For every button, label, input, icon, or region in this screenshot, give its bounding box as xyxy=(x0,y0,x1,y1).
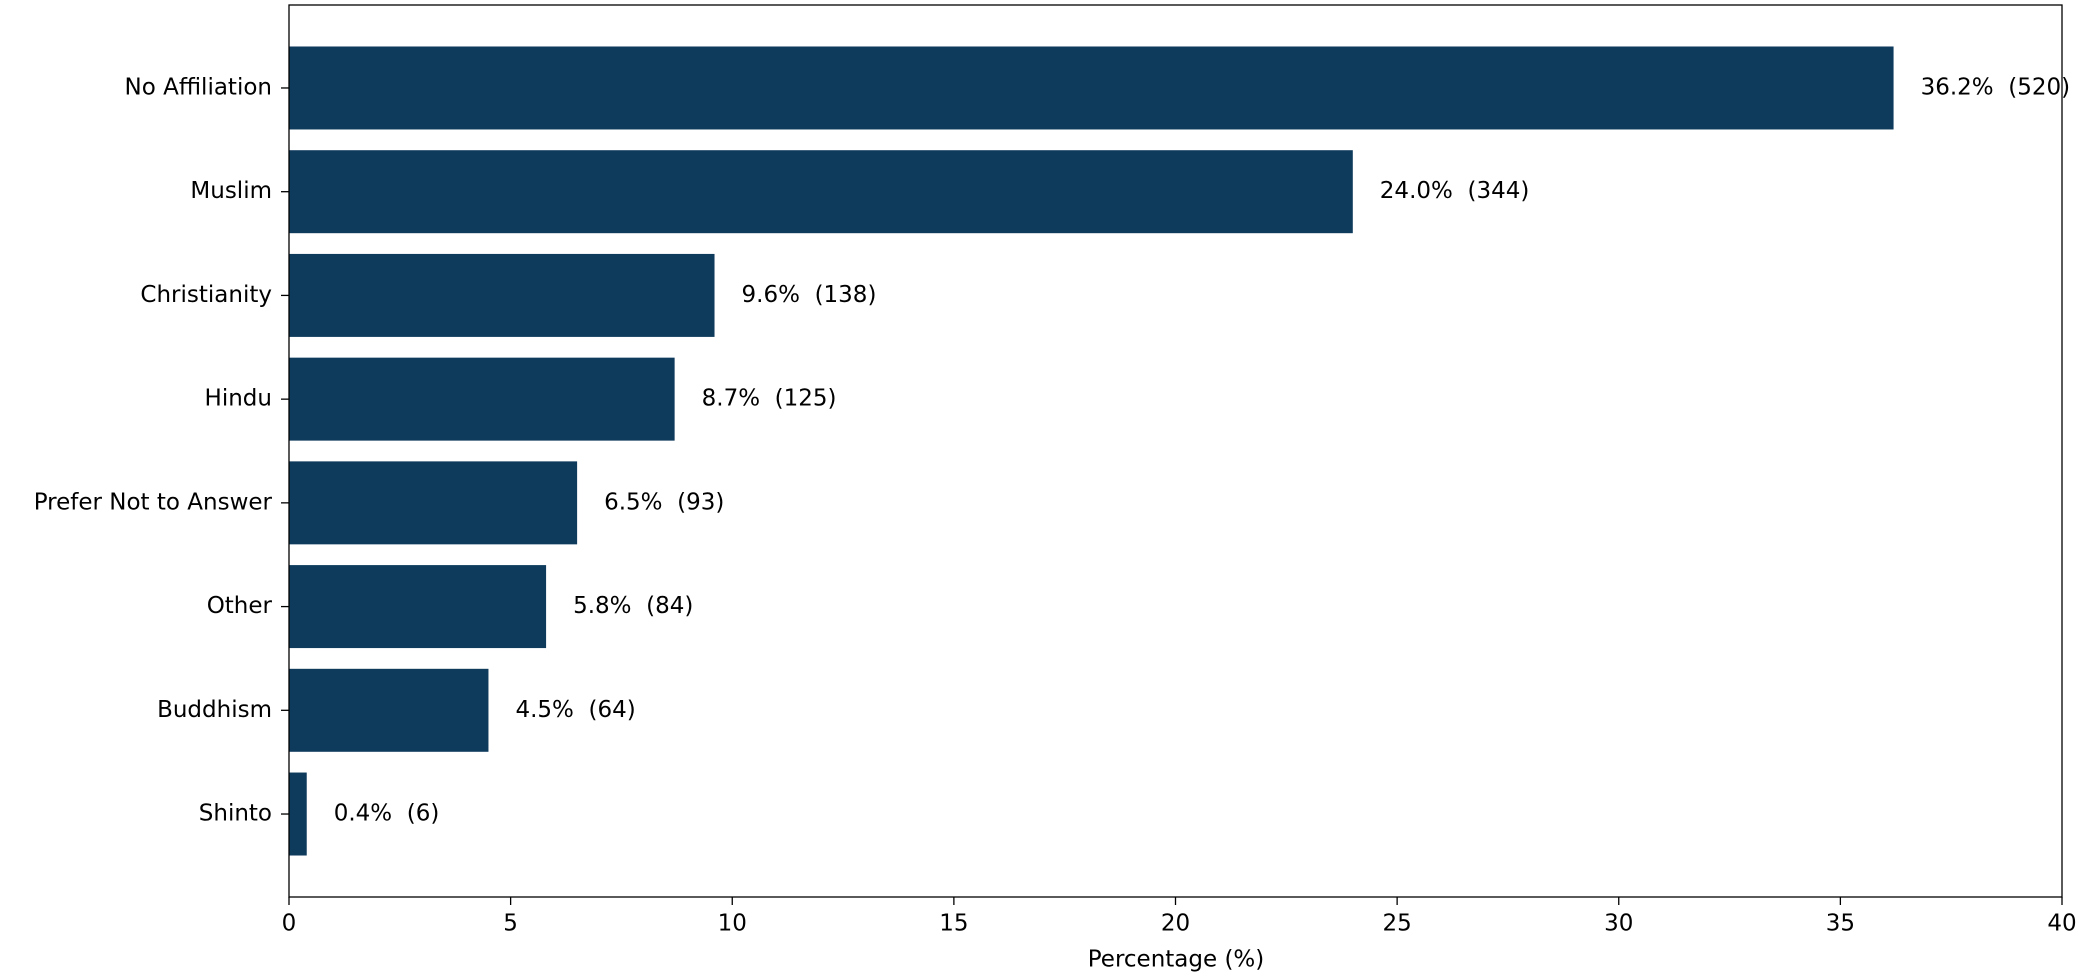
x-tick-label: 40 xyxy=(2047,911,2076,937)
x-tick-label: 0 xyxy=(282,911,297,937)
value-label: 8.7% (125) xyxy=(702,386,837,412)
x-tick-label: 35 xyxy=(1826,911,1855,937)
value-label: 0.4% (6) xyxy=(334,801,440,827)
bar xyxy=(289,461,578,545)
x-axis-label: Percentage (%) xyxy=(1088,947,1265,973)
y-tick-label: Christianity xyxy=(140,282,272,308)
plot-frame xyxy=(288,4,2063,898)
x-tick-label: 15 xyxy=(939,911,968,937)
x-tick-label: 25 xyxy=(1382,911,1411,937)
bar xyxy=(289,772,307,856)
bar xyxy=(289,46,1894,130)
y-tick-label: No Affiliation xyxy=(125,74,273,100)
y-tick-label: Shinto xyxy=(199,801,272,827)
y-tick-label: Prefer Not to Answer xyxy=(34,489,273,515)
y-tick-label: Other xyxy=(207,593,273,619)
value-label: 5.8% (84) xyxy=(573,593,693,619)
x-tick-label: 10 xyxy=(718,911,747,937)
value-label: 24.0% (344) xyxy=(1380,178,1530,204)
bar xyxy=(289,668,489,752)
bar xyxy=(289,253,715,337)
value-label: 6.5% (93) xyxy=(604,489,724,515)
x-tick-label: 20 xyxy=(1161,911,1190,937)
y-tick-label: Hindu xyxy=(205,386,272,412)
x-tick-label: 30 xyxy=(1604,911,1633,937)
y-tick-label: Muslim xyxy=(190,178,272,204)
y-tick-label: Buddhism xyxy=(157,697,272,723)
value-label: 36.2% (520) xyxy=(1921,74,2071,100)
bar xyxy=(289,150,1353,234)
x-tick-label: 5 xyxy=(503,911,518,937)
bar xyxy=(289,565,547,649)
value-label: 4.5% (64) xyxy=(515,697,635,723)
value-label: 9.6% (138) xyxy=(742,282,877,308)
bar xyxy=(289,357,675,441)
